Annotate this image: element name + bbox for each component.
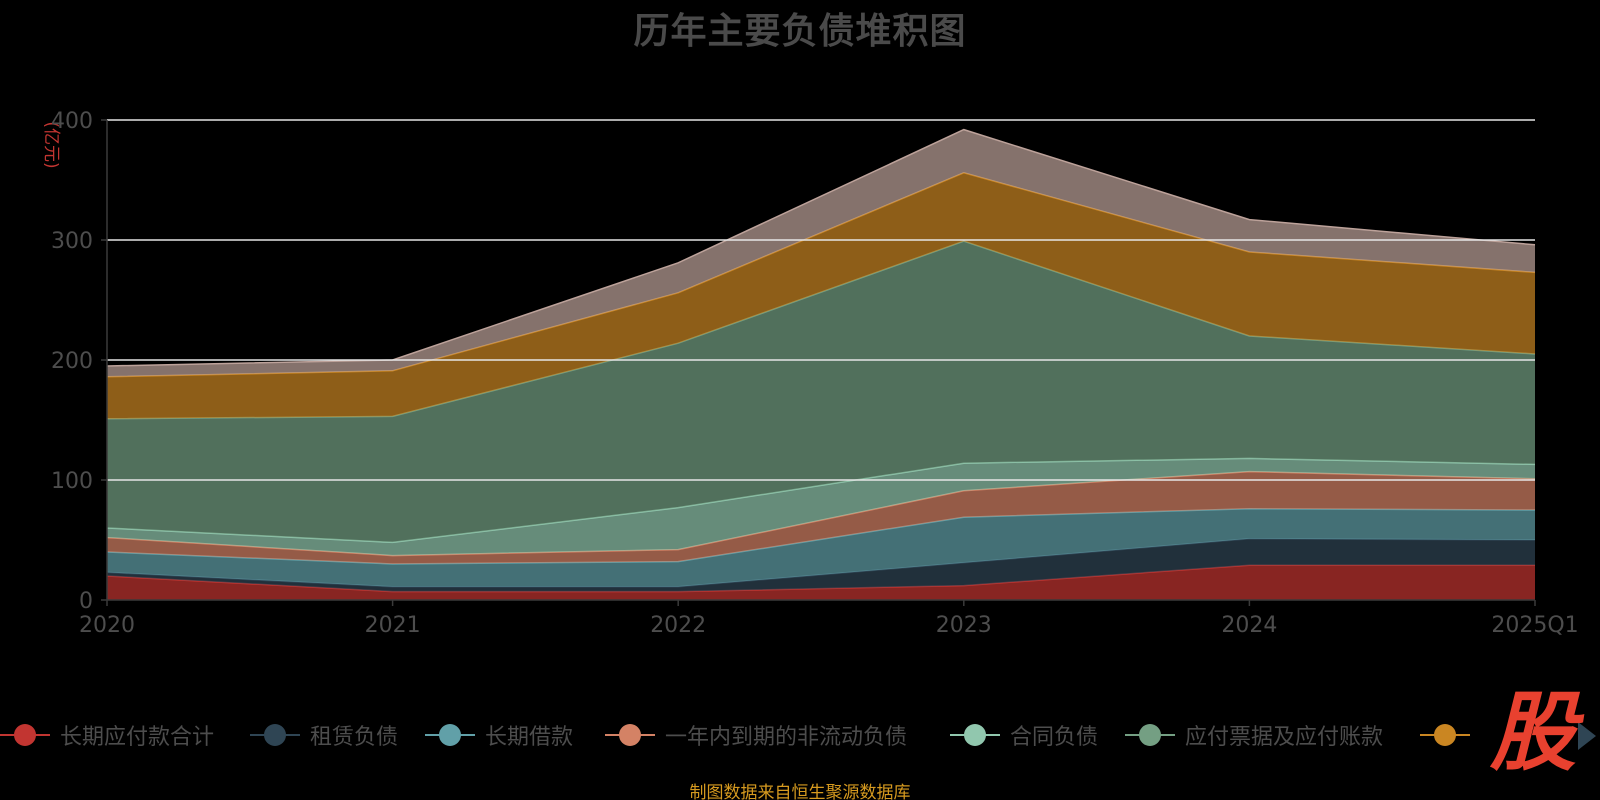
legend-item-6[interactable]: 应付票据及应付账款 (1125, 718, 1383, 752)
area-series-5 (107, 458, 1535, 556)
legend-label: 租赁负债 (310, 725, 399, 750)
area-series-6 (107, 241, 1535, 543)
area-series-3 (107, 508, 1535, 587)
legend-item-3[interactable]: 长期借款 (425, 718, 573, 752)
legend-marker-icon (1420, 720, 1470, 750)
area-series-3-line (106, 508, 1536, 565)
legend-next-page-button[interactable] (1578, 722, 1596, 750)
legend-item-2[interactable]: 租赁负债 (250, 718, 398, 752)
legend-marker-icon (1125, 720, 1175, 750)
legend-label: 合同负债 (1010, 725, 1099, 750)
area-series-4 (107, 471, 1535, 564)
area-series-7 (107, 172, 1535, 419)
area-series-1 (107, 565, 1535, 600)
legend-marker-icon (0, 720, 50, 750)
legend-label: 长期借款 (485, 725, 574, 750)
legend-label: 长期应付款合计 (60, 725, 215, 750)
grid-layer (107, 119, 1535, 481)
legend-label: 应付票据及应付账款 (1185, 725, 1384, 750)
x-tick-label: 2025Q1 (1491, 613, 1578, 638)
y-tick-label: 200 (51, 349, 93, 374)
x-tick-label: 2020 (79, 613, 135, 638)
area-series-8-line (106, 128, 1536, 367)
legend-item-7[interactable] (1420, 718, 1470, 752)
legend: 长期应付款合计 租赁负债 长期借款 一年内到期的非流动负债 合同负债 应付票据及应付账款 (0, 718, 1470, 752)
x-tick-label: 2021 (365, 613, 421, 638)
y-tick-label: 400 (51, 109, 93, 134)
chart-title: 历年主要负债堆积图 (633, 11, 967, 52)
y-tick-label: 100 (51, 469, 93, 494)
area-layer (106, 128, 1536, 600)
legend-item-4[interactable]: 一年内到期的非流动负债 (605, 718, 907, 752)
x-tick-label: 2023 (936, 613, 992, 638)
area-series-2 (107, 538, 1535, 592)
source-note: 制图数据来自恒生聚源数据库 (689, 783, 911, 800)
axis-layer: (亿元) 0 100 200 300 400 2020 2021 2022 2023 2024 20… (41, 109, 1579, 638)
legend-marker-icon (250, 720, 300, 750)
watermark-logo: 股 (1490, 683, 1576, 783)
legend-marker-icon (425, 720, 475, 750)
legend-marker-icon (950, 720, 1000, 750)
legend-marker-icon (605, 720, 655, 750)
legend-label: 一年内到期的非流动负债 (665, 725, 908, 750)
y-tick-label: 0 (79, 589, 93, 614)
legend-item-1[interactable]: 长期应付款合计 (0, 718, 214, 752)
x-tick-label: 2024 (1221, 613, 1277, 638)
y-axis-label: (亿元) (41, 121, 61, 168)
x-tick-label: 2022 (650, 613, 706, 638)
legend-item-5[interactable]: 合同负债 (950, 718, 1098, 752)
y-tick-label: 300 (51, 229, 93, 254)
